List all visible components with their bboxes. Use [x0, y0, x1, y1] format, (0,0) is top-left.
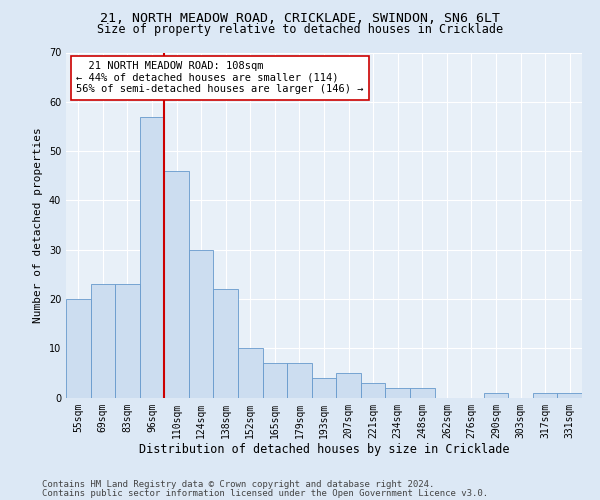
Text: Size of property relative to detached houses in Cricklade: Size of property relative to detached ho… [97, 24, 503, 36]
Bar [263, 363, 287, 398]
Text: 21, NORTH MEADOW ROAD, CRICKLADE, SWINDON, SN6 6LT: 21, NORTH MEADOW ROAD, CRICKLADE, SWINDO… [100, 12, 500, 26]
Bar [287, 363, 312, 398]
Bar [66, 299, 91, 398]
Text: 21 NORTH MEADOW ROAD: 108sqm
← 44% of detached houses are smaller (114)
56% of s: 21 NORTH MEADOW ROAD: 108sqm ← 44% of de… [76, 61, 364, 94]
Text: Contains public sector information licensed under the Open Government Licence v3: Contains public sector information licen… [42, 488, 488, 498]
Bar [385, 388, 410, 398]
Bar [410, 388, 434, 398]
Bar [557, 392, 582, 398]
Bar [140, 116, 164, 398]
Bar [164, 171, 189, 398]
Bar [214, 289, 238, 398]
Text: Contains HM Land Registry data © Crown copyright and database right 2024.: Contains HM Land Registry data © Crown c… [42, 480, 434, 489]
Bar [115, 284, 140, 398]
X-axis label: Distribution of detached houses by size in Cricklade: Distribution of detached houses by size … [139, 443, 509, 456]
Bar [238, 348, 263, 398]
Bar [533, 392, 557, 398]
Bar [91, 284, 115, 398]
Bar [189, 250, 214, 398]
Bar [484, 392, 508, 398]
Bar [312, 378, 336, 398]
Y-axis label: Number of detached properties: Number of detached properties [33, 127, 43, 323]
Bar [336, 373, 361, 398]
Bar [361, 382, 385, 398]
